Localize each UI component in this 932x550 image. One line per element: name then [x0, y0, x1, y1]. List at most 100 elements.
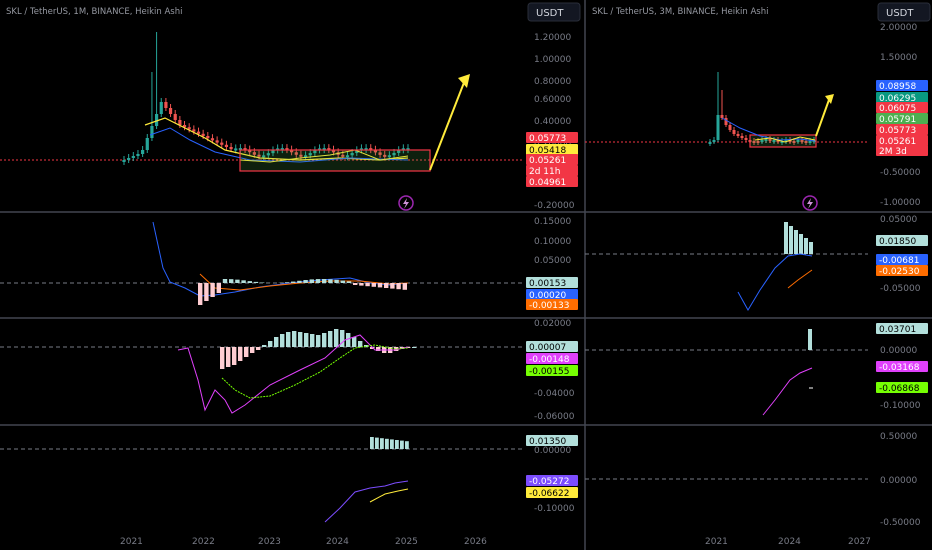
- currency-button-label: USDT: [536, 8, 564, 19]
- price-badge-label: -0.02530: [879, 267, 920, 277]
- ma-line: [149, 127, 409, 163]
- price-badge: [526, 365, 578, 376]
- candle: [252, 152, 256, 155]
- candle: [760, 140, 764, 142]
- histogram-bar: [376, 347, 381, 351]
- lightning-icon[interactable]: [398, 195, 414, 211]
- candle: [401, 148, 405, 151]
- histogram-bar: [804, 238, 808, 254]
- lightning-icon[interactable]: [802, 195, 818, 211]
- price-badge-label: -0.06622: [529, 489, 569, 499]
- histogram-bar: [310, 334, 315, 347]
- candle: [355, 150, 359, 154]
- price-badge-label: -0.03168: [879, 363, 920, 373]
- pattern-line: [754, 136, 816, 143]
- price-axis-label: 0.02000: [534, 319, 571, 329]
- price-badge: [876, 145, 928, 156]
- price-badge: [526, 487, 578, 498]
- price-badge-label: 0.00020: [529, 291, 566, 301]
- price-badge-label: 0.05418: [529, 146, 566, 156]
- histogram-bar: [370, 437, 374, 449]
- chart-title: SKL / TetherUS, 1M, BINANCE, Heikin Ashi: [6, 7, 183, 17]
- histogram-bar: [385, 438, 389, 449]
- candle: [285, 148, 289, 151]
- histogram-bar: [808, 329, 812, 350]
- price-badge: [876, 80, 928, 91]
- price-badge-label: -0.06868: [879, 384, 920, 394]
- candle: [168, 108, 173, 114]
- time-axis-label: 2021: [705, 537, 728, 547]
- candle: [145, 138, 149, 150]
- candle: [257, 154, 261, 157]
- oscillator-line: [177, 334, 409, 414]
- price-badge-label: 2d 11h: [529, 167, 560, 177]
- histogram-bar: [232, 347, 237, 365]
- candle: [768, 139, 772, 141]
- candle: [192, 129, 196, 132]
- price-axis-label: -0.06000: [534, 412, 575, 422]
- candle: [796, 140, 800, 142]
- price-axis-label: 0.15000: [534, 217, 571, 227]
- candle: [359, 148, 364, 151]
- histogram-bar: [380, 438, 384, 449]
- price-badge-label: -0.00133: [529, 301, 569, 311]
- oscillator-line: [762, 367, 813, 416]
- candle: [776, 140, 780, 142]
- candle: [196, 131, 201, 134]
- histogram-bar: [216, 283, 221, 293]
- histogram-bar: [390, 283, 395, 289]
- price-badge-label: -0.00148: [529, 355, 570, 365]
- histogram-bar: [292, 331, 297, 347]
- histogram-bar: [358, 341, 363, 347]
- candle: [736, 134, 740, 136]
- histogram-bar: [284, 282, 290, 283]
- macd-line: [737, 253, 813, 311]
- histogram-bar: [346, 281, 352, 283]
- candle: [215, 140, 219, 143]
- candle: [182, 125, 187, 128]
- histogram-bar: [280, 334, 285, 347]
- price-badge: [876, 361, 928, 372]
- histogram-bar: [291, 281, 296, 283]
- price-axis-label: -0.50000: [880, 518, 921, 528]
- price-axis-label: 0.80000: [534, 77, 571, 87]
- histogram-bar: [238, 347, 243, 361]
- histogram-bar: [322, 333, 327, 347]
- candle: [378, 152, 382, 155]
- histogram-bar: [226, 347, 231, 367]
- histogram-bar: [304, 333, 309, 347]
- histogram-bar: [322, 279, 327, 283]
- histogram-bar: [210, 283, 215, 297]
- candle: [732, 130, 736, 134]
- histogram-bar: [346, 333, 351, 347]
- currency-button[interactable]: [877, 2, 931, 22]
- time-axis-label: 2024: [326, 537, 349, 547]
- candle: [224, 144, 229, 147]
- histogram-bar: [244, 347, 249, 357]
- price-axis-label: 0.00000: [534, 446, 571, 456]
- histogram-bar: [222, 279, 228, 283]
- candle: [141, 150, 145, 154]
- candle: [724, 118, 728, 125]
- currency-button[interactable]: [527, 2, 581, 22]
- time-axis-label: 2022: [192, 537, 215, 547]
- histogram-bar: [340, 330, 345, 347]
- price-badge-label: 0.05261: [529, 156, 566, 166]
- candle: [127, 158, 131, 160]
- histogram-bar: [352, 337, 357, 347]
- price-badge-label: 0.00007: [529, 343, 566, 353]
- candle: [229, 147, 233, 150]
- price-badge: [526, 144, 578, 155]
- candle: [159, 102, 163, 114]
- price-badge: [526, 353, 578, 364]
- candle: [712, 140, 716, 142]
- candle: [728, 125, 732, 130]
- price-badge-label: 0.05261: [879, 137, 916, 147]
- candle: [804, 141, 808, 143]
- histogram-bar: [390, 439, 394, 449]
- candle: [317, 148, 322, 151]
- candle: [788, 140, 792, 142]
- price-axis-label: -0.04000: [534, 389, 575, 399]
- candle: [369, 148, 373, 151]
- candle: [784, 140, 788, 142]
